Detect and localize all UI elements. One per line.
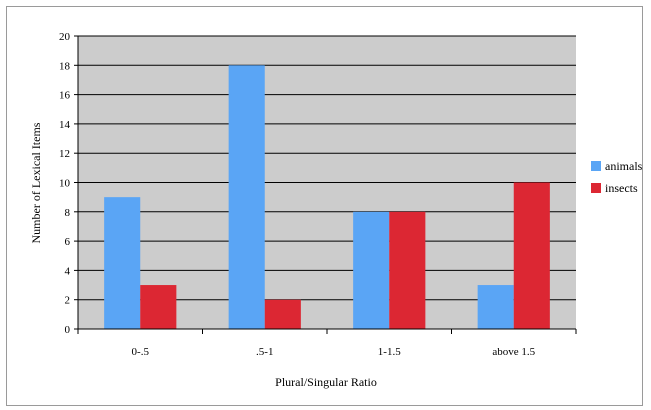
bar-animals-2 (353, 212, 389, 329)
y-tick-label: 10 (59, 178, 71, 190)
bar-insects-3 (514, 183, 550, 330)
y-tick-label: 16 (59, 90, 71, 102)
x-tick-label: 0-.5 (132, 346, 150, 358)
legend-swatch-animals (591, 161, 601, 171)
y-tick-label: 12 (59, 148, 70, 160)
y-tick-label: 14 (59, 119, 71, 131)
y-tick-label: 0 (65, 324, 71, 336)
bar-animals-0 (104, 197, 140, 329)
bar-insects-2 (389, 212, 425, 329)
y-tick-label: 8 (65, 207, 71, 219)
bar-insects-0 (140, 285, 176, 329)
x-tick-label: 1-1.5 (378, 346, 401, 358)
legend-label-animals: animals (605, 159, 643, 173)
bar-insects-1 (265, 300, 301, 329)
y-tick-label: 20 (59, 31, 71, 43)
y-tick-label: 2 (65, 295, 71, 307)
x-tick-label: .5-1 (256, 346, 273, 358)
legend-swatch-insects (591, 183, 601, 193)
y-tick-label: 4 (65, 265, 71, 277)
x-tick-label: above 1.5 (492, 346, 535, 358)
y-tick-label: 18 (59, 60, 71, 72)
y-axis-title: Number of Lexical Items (29, 122, 43, 243)
bar-animals-3 (478, 285, 514, 329)
legend-label-insects: insects (605, 181, 638, 195)
x-axis-title: Plural/Singular Ratio (275, 375, 377, 389)
legend: animals insects (591, 159, 643, 195)
bar-animals-1 (229, 65, 265, 329)
y-tick-label: 6 (65, 236, 71, 248)
